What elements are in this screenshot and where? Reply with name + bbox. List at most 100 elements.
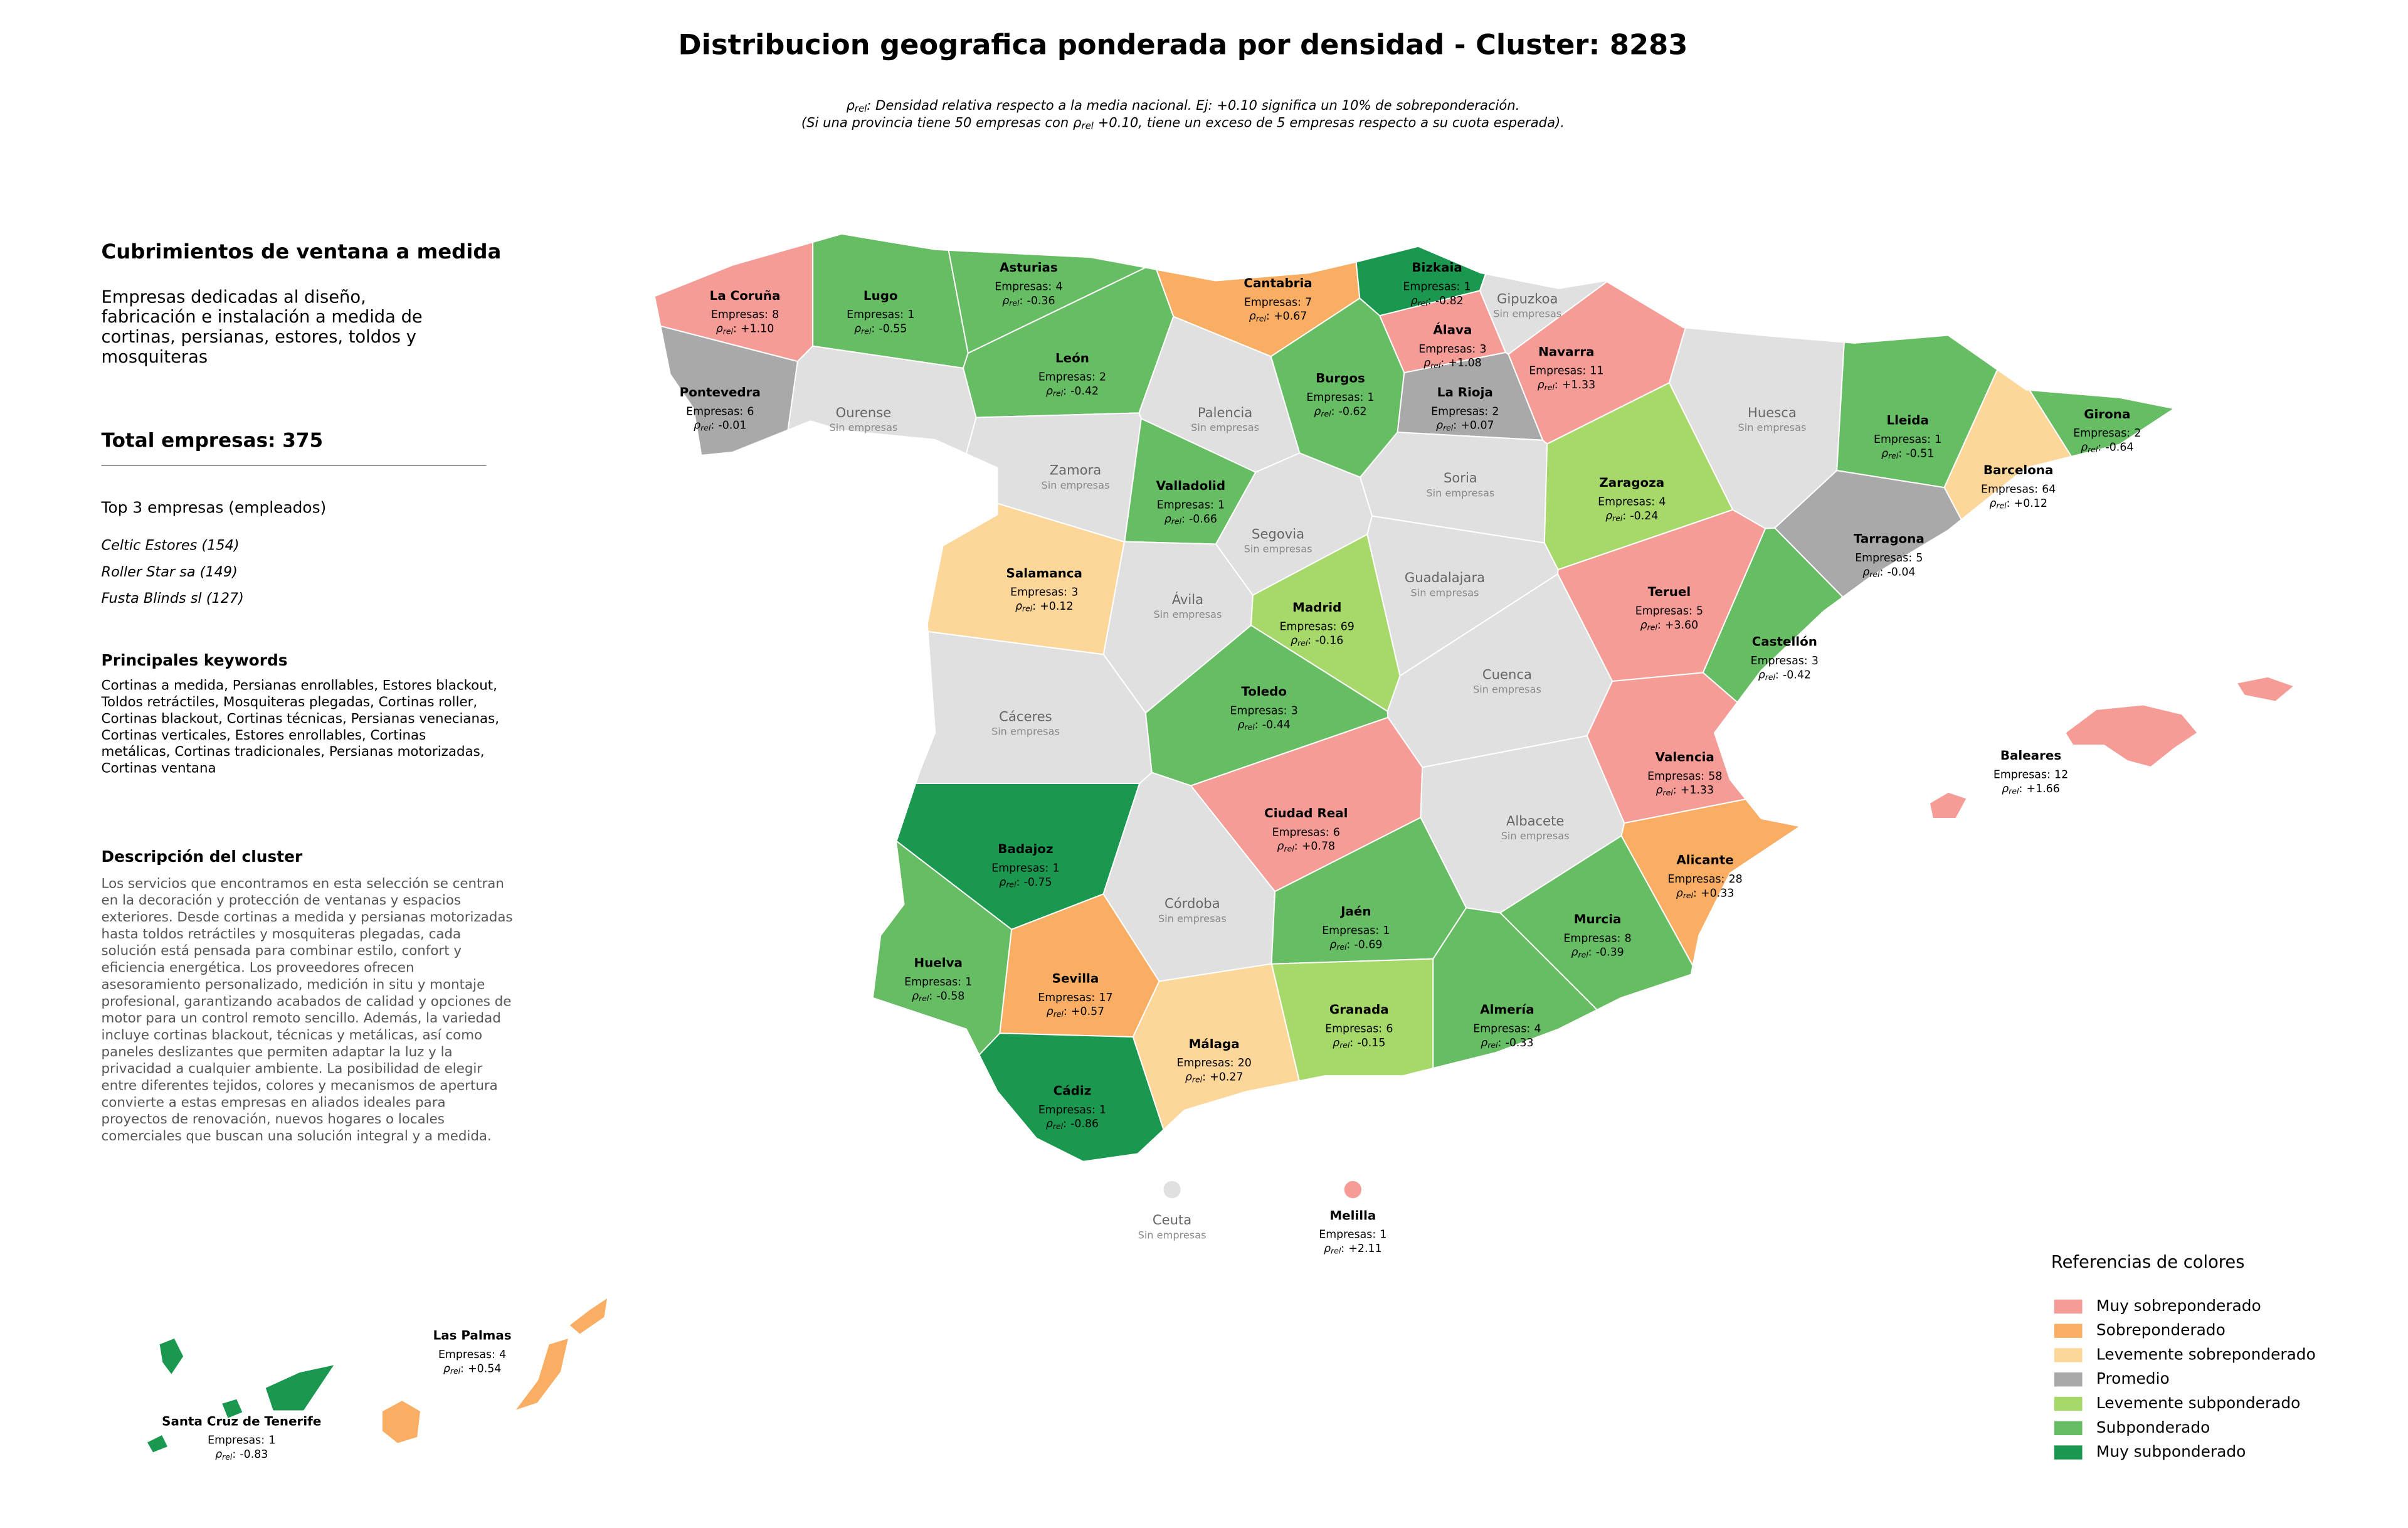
legend-swatch — [2054, 1348, 2083, 1362]
rho-label: ρrel: -0.33 — [1481, 1037, 1533, 1049]
rho-colon: : — [1775, 669, 1779, 681]
rho-symbol: ρ — [1436, 420, 1443, 432]
province-name: Huesca — [1748, 405, 1797, 420]
description-line: proyectos de renovación, nuevos hogares … — [102, 1112, 445, 1127]
rho-sub: rel — [919, 994, 929, 1003]
rho-value: +1.10 — [741, 323, 774, 336]
companies-value: 20 — [1238, 1057, 1252, 1069]
province-name: Burgos — [1316, 371, 1365, 386]
companies-label: Empresas: 8 — [711, 309, 779, 321]
rho-label: ρrel: +0.54 — [443, 1362, 502, 1375]
companies-prefix: Empresas: — [1473, 1023, 1530, 1036]
rho-colon: : — [1063, 1118, 1067, 1130]
sidebar-title: Cubrimientos de ventana a medida — [102, 240, 502, 263]
province-name: Almería — [1480, 1002, 1534, 1017]
province-region — [1344, 1180, 1362, 1199]
rho-symbol: ρ — [1015, 600, 1022, 613]
description-line: eficiencia energética. Los proveedores o… — [102, 960, 415, 976]
note: ρrel: Densidad relativa respecto a la me… — [846, 97, 1519, 114]
rho-value: +0.57 — [1071, 1005, 1104, 1018]
companies-prefix: Empresas: — [1038, 1104, 1096, 1117]
rho-colon: : — [1555, 379, 1558, 391]
description-line: solución está pensada para combinar esti… — [102, 943, 462, 959]
rho-sub: rel — [1545, 382, 1555, 391]
province-name: Ciudad Real — [1264, 806, 1348, 820]
rho-sub: rel — [450, 1366, 461, 1376]
no-data-label: Sin empresas — [1191, 422, 1259, 433]
keywords-line: Cortinas verticales, Estores enrollables… — [102, 728, 426, 743]
rho-value: +1.33 — [1681, 784, 1714, 797]
rho-symbol: ρ — [912, 990, 919, 1002]
province-name: Ávila — [1172, 592, 1203, 607]
companies-label: Empresas: 1 — [904, 976, 972, 989]
rho-sub: rel — [1022, 603, 1033, 613]
keywords-title: Principales keywords — [102, 651, 288, 669]
province-name: Pontevedra — [680, 385, 761, 400]
legend-label: Sobreponderado — [2096, 1321, 2226, 1339]
province-region — [1928, 791, 1968, 819]
companies-prefix: Empresas: — [1431, 405, 1488, 418]
companies-prefix: Empresas: — [991, 862, 1048, 875]
companies-value: 1 — [965, 976, 972, 989]
companies-value: 28 — [1729, 873, 1743, 886]
companies-label: Empresas: 3 — [1751, 655, 1819, 667]
companies-value: 2 — [1492, 405, 1499, 418]
rho-colon: : — [871, 323, 875, 336]
summary-line: mosquiteras — [102, 348, 208, 367]
summary-line: fabricación e instalación a medida de — [102, 307, 423, 327]
rho-symbol: ρ — [1410, 295, 1417, 307]
rho-label: ρrel: -0.75 — [999, 876, 1052, 889]
companies-label: Empresas: 3 — [1418, 343, 1486, 356]
rho-colon: : — [1341, 1243, 1344, 1255]
rho-sub: rel — [1339, 1040, 1350, 1049]
rho-sub: rel — [1331, 1246, 1341, 1255]
rho-symbol: ρ — [854, 323, 861, 336]
rho-sub: rel — [1171, 516, 1182, 526]
companies-label: Empresas: 5 — [1635, 605, 1703, 617]
province-name: Salamanca — [1006, 566, 1082, 580]
rho-sub: rel — [861, 326, 872, 336]
rho-sub: rel — [1256, 314, 1267, 323]
rho-colon: : — [1255, 719, 1259, 731]
companies-label: Empresas: 1 — [1306, 391, 1374, 404]
province-name: Álava — [1433, 323, 1472, 337]
rho-sub: rel — [1663, 787, 1674, 797]
companies-prefix: Empresas: — [1230, 704, 1287, 717]
province-name: Jaén — [1339, 905, 1371, 919]
rho-sub: rel — [1321, 409, 1331, 418]
companies-prefix: Empresas: — [1306, 391, 1363, 404]
rho-value: -0.33 — [1506, 1037, 1534, 1049]
companies-value: 7 — [1305, 296, 1312, 309]
summary-line: Empresas dedicadas al diseño, — [102, 287, 366, 307]
rho-value: +1.33 — [1562, 379, 1595, 391]
rho-colon: : — [1588, 947, 1592, 959]
rho-colon: : — [1622, 510, 1626, 523]
rho-label: ρrel: -0.16 — [1291, 635, 1343, 647]
province-name: Palencia — [1198, 405, 1252, 420]
companies-value: 6 — [1386, 1023, 1393, 1036]
rho-colon: : — [1064, 1005, 1067, 1018]
rho-sub: rel — [1297, 638, 1308, 647]
companies-value: 1 — [1052, 862, 1059, 875]
rho-sub: rel — [1888, 451, 1899, 460]
province-name: Ourense — [836, 405, 892, 420]
description-line: privacidad a cualquier ambiente. La posi… — [102, 1061, 483, 1077]
rho-label: ρrel: -0.83 — [215, 1448, 268, 1461]
rho-value: -0.82 — [1435, 295, 1464, 307]
no-data-label: Sin empresas — [1501, 830, 1570, 842]
companies-prefix: Empresas: — [1529, 365, 1586, 378]
top-item: Roller Star sa (149) — [102, 564, 238, 580]
companies-prefix: Empresas: — [1647, 770, 1704, 783]
rho-label: ρrel: -0.66 — [1164, 513, 1217, 526]
rho-symbol: ρ — [694, 420, 700, 432]
rho-symbol: ρ — [1185, 1071, 1192, 1084]
no-data-label: Sin empresas — [991, 726, 1060, 738]
rho-symbol: ρ — [1538, 379, 1545, 391]
legend-swatch — [2054, 1372, 2083, 1387]
rho-label: ρrel: +1.08 — [1423, 357, 1482, 369]
rho-label: ρrel: -0.51 — [1881, 447, 1934, 460]
province-name: Melilla — [1329, 1208, 1376, 1223]
note-sub: rel — [855, 103, 867, 114]
rho-label: ρrel: -0.01 — [694, 420, 746, 432]
